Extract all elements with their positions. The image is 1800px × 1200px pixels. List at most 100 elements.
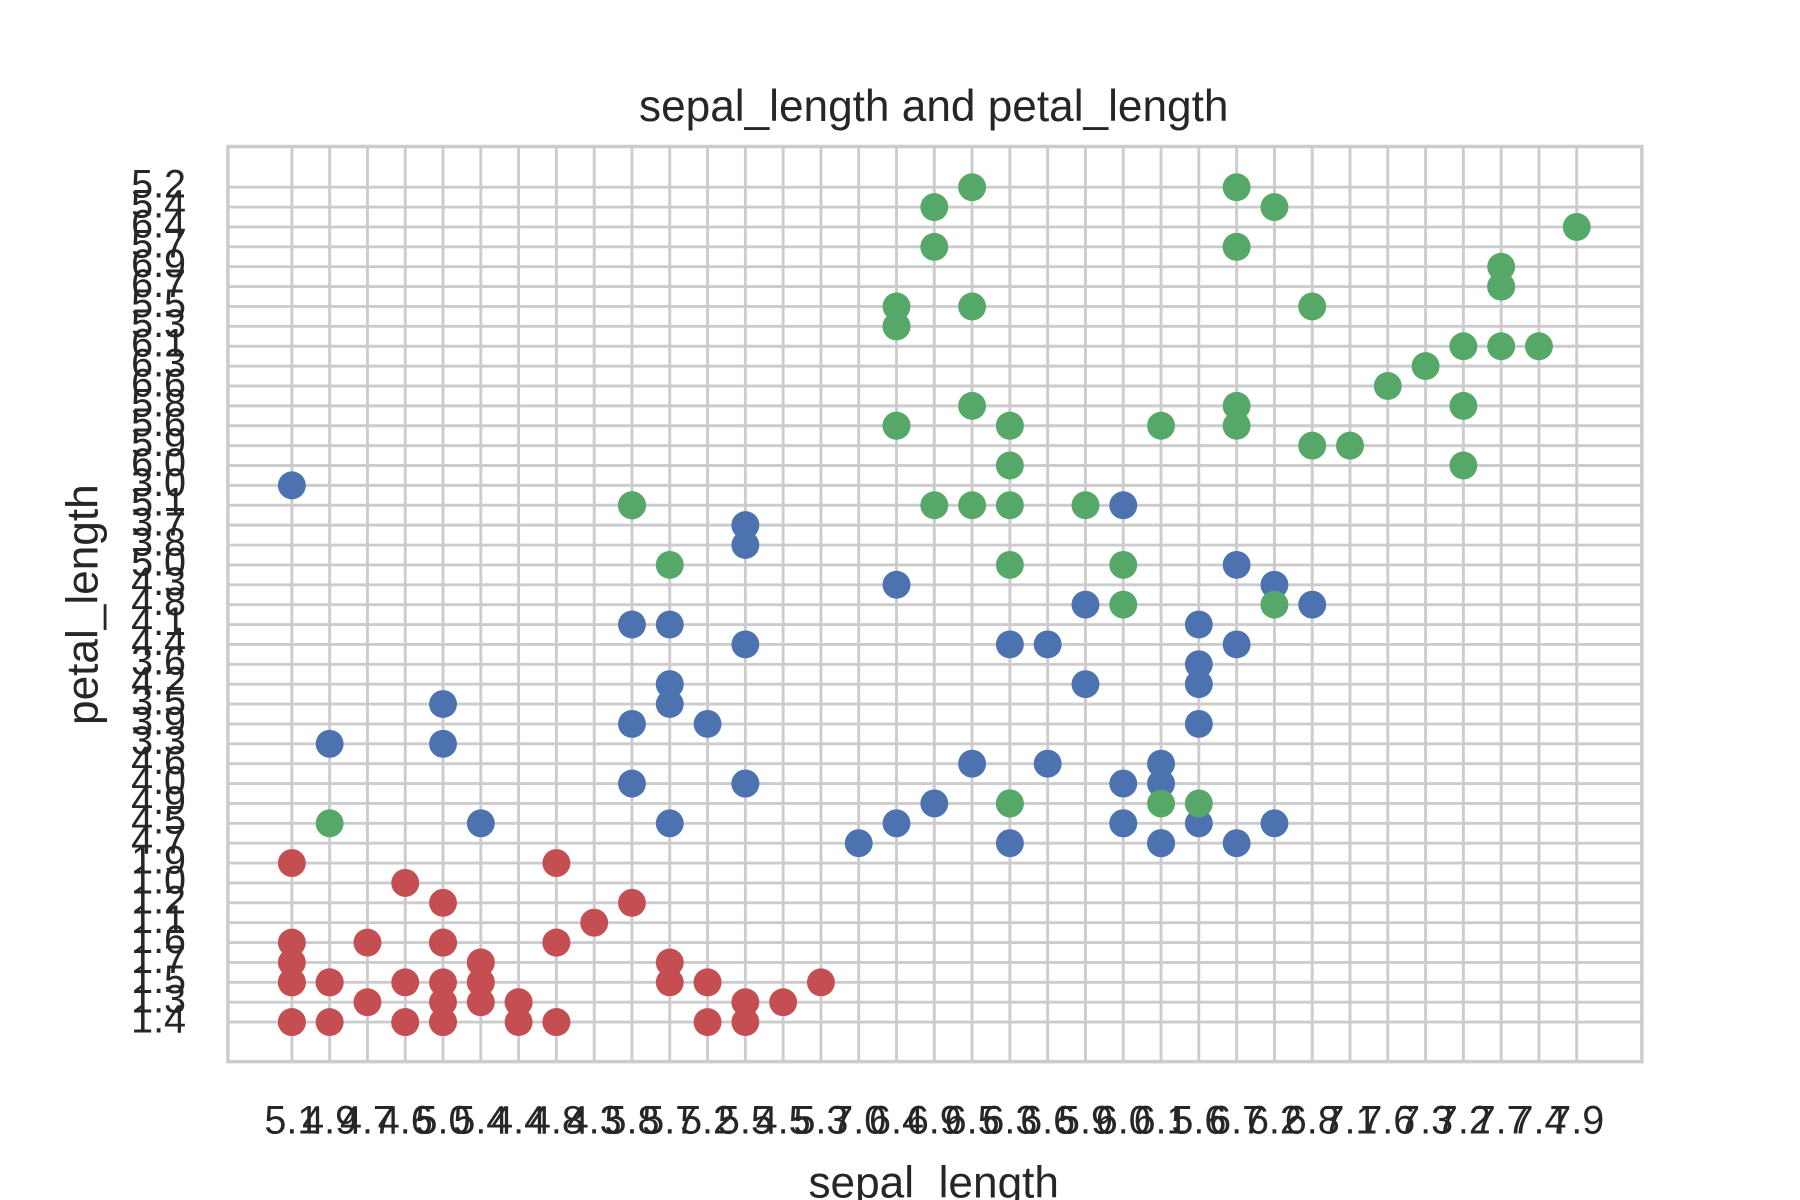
- point: [1336, 431, 1364, 460]
- y-tick-label: 4.8: [131, 580, 186, 624]
- point: [882, 809, 911, 838]
- x-tick-label: 7.3: [1398, 1099, 1453, 1143]
- point: [1222, 411, 1251, 440]
- point: [1071, 491, 1100, 520]
- x-tick-label: 6.7: [1209, 1099, 1264, 1143]
- x-tick-label: 5.1: [264, 1099, 319, 1143]
- y-tick-label: 6.1: [131, 322, 186, 366]
- x-tick-label: 4.4: [491, 1099, 546, 1143]
- x-tick-label: 7.9: [1549, 1099, 1604, 1143]
- point: [806, 968, 835, 997]
- x-tick-label: 6.8: [1285, 1099, 1340, 1143]
- x-tick-label: 5.2: [680, 1099, 735, 1143]
- x-tick-label: 6.1: [1134, 1099, 1189, 1143]
- x-tick-label: 4.8: [529, 1099, 584, 1143]
- point: [1147, 789, 1175, 818]
- point: [920, 789, 949, 818]
- y-tick-label: 4.9: [131, 779, 186, 823]
- x-tick-label: 5.0: [416, 1099, 471, 1143]
- point: [580, 908, 609, 937]
- x-tick-label: 5.9: [1058, 1099, 1113, 1143]
- point: [693, 709, 722, 738]
- y-tick-label: 5.9: [131, 421, 186, 465]
- point: [1411, 352, 1440, 381]
- point: [1222, 173, 1251, 202]
- point: [1298, 292, 1327, 321]
- y-tick-label: 4.4: [131, 620, 186, 664]
- y-tick-label: 5.6: [131, 401, 186, 445]
- y-tick-label: 4.3: [131, 560, 186, 604]
- point: [1222, 630, 1251, 659]
- point: [315, 1008, 344, 1037]
- point: [1260, 809, 1289, 838]
- x-axis-title: sepal_length: [808, 1159, 1059, 1200]
- x-tick-label: 7.0: [831, 1099, 886, 1143]
- y-tick-label: 3.0: [131, 461, 186, 505]
- point: [1449, 451, 1478, 480]
- point: [277, 849, 306, 878]
- x-tick-label: 6.2: [1247, 1099, 1302, 1143]
- point: [1449, 391, 1478, 420]
- y-tick-label: 1.9: [131, 839, 186, 883]
- point: [353, 928, 382, 957]
- point: [882, 570, 911, 599]
- point: [504, 988, 533, 1017]
- y-tick-label: 3.5: [131, 679, 186, 723]
- point: [1487, 272, 1516, 301]
- point: [1184, 650, 1213, 679]
- point: [1071, 670, 1100, 699]
- point: [1109, 809, 1138, 838]
- point: [995, 630, 1024, 659]
- y-tick-label: 6.0: [131, 441, 186, 485]
- point: [315, 809, 344, 838]
- point: [655, 670, 684, 699]
- point: [1033, 630, 1062, 659]
- y-tick-label: 5.2: [131, 163, 186, 207]
- point: [655, 550, 684, 579]
- point: [1109, 769, 1138, 798]
- point: [353, 988, 382, 1017]
- point: [731, 769, 760, 798]
- point: [655, 968, 684, 997]
- point: [1184, 809, 1213, 838]
- point: [1109, 491, 1138, 520]
- point: [1260, 193, 1289, 222]
- points: [277, 173, 1591, 1037]
- point: [995, 550, 1024, 579]
- point: [958, 292, 987, 321]
- y-axis-title: petal_length: [59, 484, 108, 725]
- y-tick-label: 4.5: [131, 799, 186, 843]
- point: [1525, 332, 1553, 361]
- x-tick-label: 6.4: [869, 1099, 924, 1143]
- y-tick-label: 4.2: [131, 660, 186, 704]
- y-tick-label: 3.9: [131, 699, 186, 743]
- y-tick-label: 1.7: [131, 938, 186, 982]
- point: [1147, 749, 1175, 778]
- point: [693, 968, 722, 997]
- point: [958, 173, 987, 202]
- point: [731, 988, 760, 1017]
- point: [958, 749, 987, 778]
- point: [731, 630, 760, 659]
- point: [769, 988, 798, 1017]
- point: [655, 948, 684, 977]
- point: [1033, 749, 1062, 778]
- x-tick-label: 7.4: [1511, 1099, 1566, 1143]
- y-tick-label: 1.1: [131, 898, 186, 942]
- point: [391, 968, 420, 997]
- point: [995, 411, 1024, 440]
- point: [1298, 590, 1327, 619]
- y-tick-label: 4.7: [131, 819, 186, 863]
- point: [504, 1008, 533, 1037]
- point: [1184, 670, 1213, 699]
- point: [277, 471, 306, 500]
- point: [920, 193, 949, 222]
- y-tick-label: 1.2: [131, 878, 186, 922]
- point: [920, 232, 949, 261]
- point: [277, 1008, 306, 1037]
- x-tick-label: 5.3: [793, 1099, 848, 1143]
- point: [277, 968, 306, 997]
- point: [315, 729, 344, 758]
- y-tick-label: 5.5: [131, 282, 186, 326]
